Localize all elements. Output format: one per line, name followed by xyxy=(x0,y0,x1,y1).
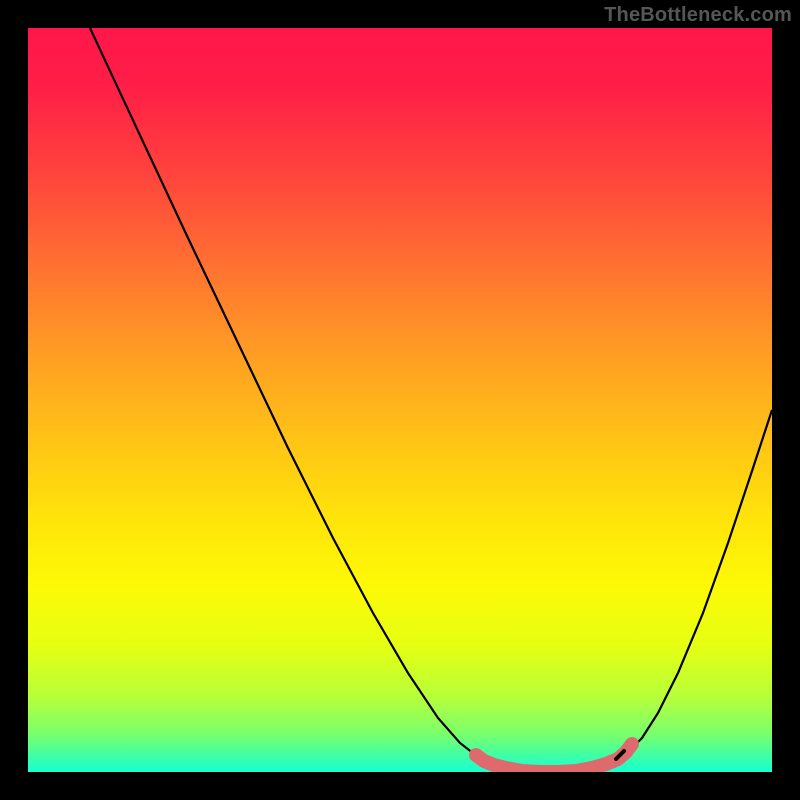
bottleneck-chart: TheBottleneck.com xyxy=(0,0,800,800)
curve-layer xyxy=(28,28,772,772)
watermark-text: TheBottleneck.com xyxy=(604,4,792,27)
plot-area xyxy=(28,28,772,772)
bottleneck-curve xyxy=(90,28,772,772)
bottom-marker xyxy=(476,744,632,772)
